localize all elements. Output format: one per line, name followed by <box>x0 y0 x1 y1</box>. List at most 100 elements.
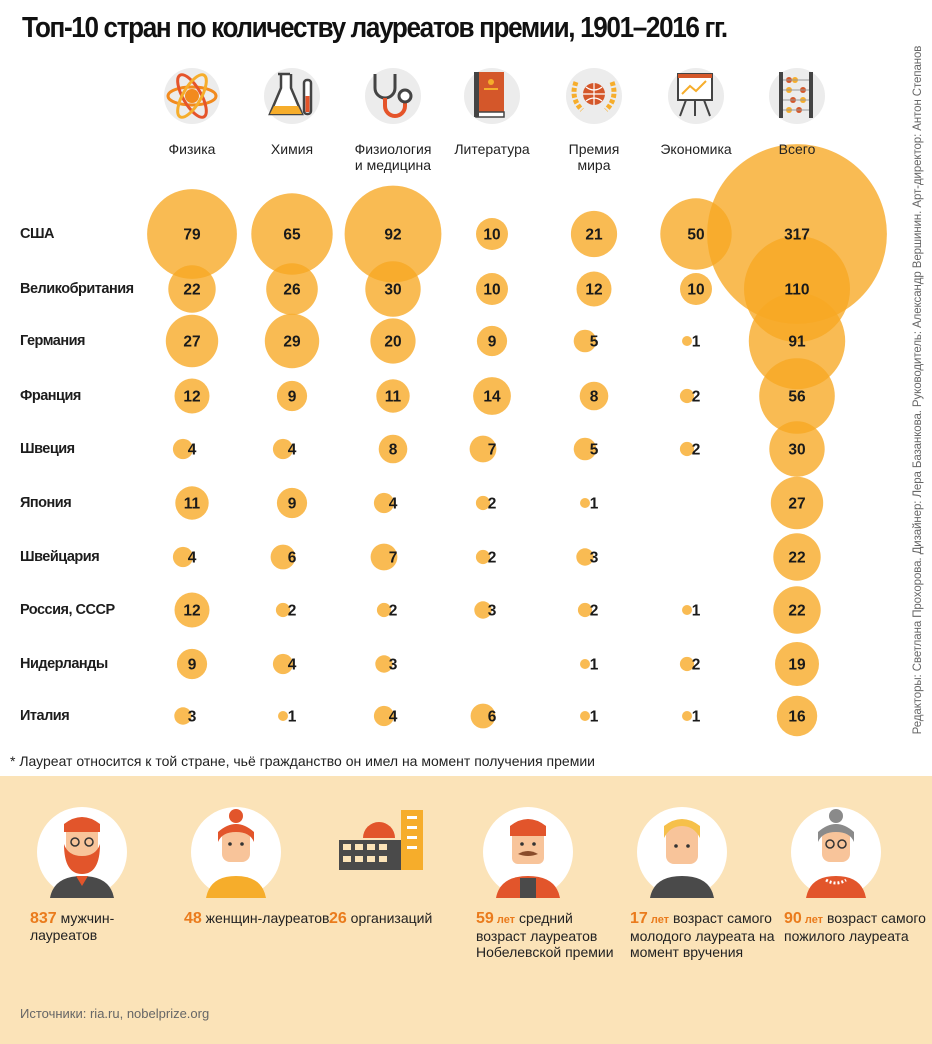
bubble-value-label: 10 <box>483 227 500 244</box>
stat-text: 48 женщин-лауреатов <box>184 910 334 927</box>
bubble-value-label: 4 <box>288 657 297 674</box>
bubble <box>476 325 508 357</box>
stat-description: мужчин-лауреатов <box>30 910 115 943</box>
bubble-value-label: 22 <box>183 282 200 299</box>
elderly-woman-icon <box>790 806 882 898</box>
bubble-value-label: 1 <box>590 496 599 513</box>
bubble-value-label: 6 <box>488 709 497 726</box>
bubble-value-label: 22 <box>788 603 805 620</box>
country-label: Италия <box>20 708 70 724</box>
bubble-value-label: 8 <box>590 389 599 406</box>
bubble-value-label: 79 <box>183 227 201 244</box>
bubble <box>570 210 618 258</box>
bubble <box>278 711 288 721</box>
credits: Редакторы: Светлана Прохорова. Дизайнер:… <box>912 45 924 735</box>
bubble-value-label: 21 <box>585 227 603 244</box>
bubble-value-label: 4 <box>389 709 398 726</box>
bubble-value-label: 27 <box>788 496 805 513</box>
bubble-value-label: 12 <box>183 603 200 620</box>
stat-text: 59 лет средний возраст лауреатов Нобелев… <box>476 910 626 960</box>
bubble <box>580 498 590 508</box>
bubble <box>174 707 192 725</box>
bubble <box>276 380 308 412</box>
bubble <box>682 605 692 615</box>
category-label: Физиология и медицина <box>354 141 432 173</box>
bubble-value-label: 2 <box>288 603 297 620</box>
bubble-value-label: 16 <box>788 709 806 726</box>
bubble-value-label: 2 <box>590 603 599 620</box>
bubble <box>577 602 593 618</box>
bubble <box>576 548 594 566</box>
bubble <box>172 546 194 568</box>
bubble-value-label: 1 <box>692 603 701 620</box>
bubble-value-label: 14 <box>483 389 501 406</box>
bubble <box>475 495 491 511</box>
stat-description: организаций <box>346 910 433 926</box>
bubble <box>276 487 308 519</box>
stat-text: 26 организаций <box>329 910 479 927</box>
bubble-value-label: 3 <box>590 550 599 567</box>
bubble <box>275 602 291 618</box>
bubble-value-label: 65 <box>283 227 301 244</box>
bubble-value-label: 1 <box>288 709 297 726</box>
bubble-value-label: 2 <box>692 657 701 674</box>
bubble <box>174 592 210 628</box>
bubble <box>682 336 692 346</box>
bubble-value-label: 9 <box>288 389 297 406</box>
bubble-value-label: 10 <box>483 282 500 299</box>
bubble <box>373 492 395 514</box>
woman-icon <box>190 806 282 898</box>
stat-text: 17 лет возраст самого молодого лауреата … <box>630 910 780 960</box>
bubble-value-label: 9 <box>488 334 497 351</box>
bubble <box>475 549 491 565</box>
young-man-icon <box>636 806 728 898</box>
bubble-value-label: 9 <box>288 496 297 513</box>
bubble <box>147 189 237 279</box>
bubble <box>266 263 318 315</box>
stat-unit: лет <box>801 914 824 926</box>
country-label: США <box>20 226 55 242</box>
bubble-value-label: 11 <box>184 496 201 513</box>
bubble-value-label: 19 <box>788 657 806 674</box>
bubble <box>769 421 825 477</box>
bubble <box>373 705 395 727</box>
bubble-value-label: 30 <box>788 442 805 459</box>
bubble <box>172 438 194 460</box>
bubble <box>270 544 296 570</box>
bubble <box>776 695 818 737</box>
bubble <box>175 486 209 520</box>
bearded-man-icon <box>36 806 128 898</box>
footnote: * Лауреат относится к той стране, чьё гр… <box>10 753 595 769</box>
stat-number: 59 <box>476 910 494 927</box>
stat-description: возраст самого пожилого лауреата <box>784 910 926 944</box>
book-icon <box>462 66 522 126</box>
bubble <box>165 314 219 368</box>
abacus-icon <box>767 66 827 126</box>
bubble <box>378 434 408 464</box>
bubble <box>679 441 695 457</box>
bubble-value-label: 50 <box>687 227 704 244</box>
stat-description: средний возраст лауреатов Нобелевской пр… <box>476 910 614 960</box>
source-note: Источники: ria.ru, nobelprize.org <box>20 1006 210 1021</box>
bubble <box>272 438 294 460</box>
country-label: Нидерланды <box>20 656 108 672</box>
bubble-value-label: 2 <box>488 496 497 513</box>
country-label: Великобритания <box>20 281 134 297</box>
bubble-value-label: 2 <box>488 550 497 567</box>
bubble-value-label: 7 <box>389 550 398 567</box>
bubble <box>476 218 508 250</box>
bubble-value-label: 12 <box>183 389 200 406</box>
flask-icon <box>262 66 322 126</box>
page-title: Топ-10 стран по количеству лауреатов пре… <box>22 12 728 44</box>
bubble <box>773 533 821 581</box>
stat-number: 90 <box>784 910 802 927</box>
bubble-value-label: 1 <box>590 657 599 674</box>
bubble <box>573 437 597 461</box>
bubble <box>576 271 612 307</box>
stethoscope-icon <box>363 66 423 126</box>
bubble-value-label: 110 <box>784 282 809 299</box>
bubble <box>679 388 695 404</box>
stat-number: 17 <box>630 910 648 927</box>
bubble-value-label: 317 <box>784 227 810 244</box>
bubble <box>580 711 590 721</box>
